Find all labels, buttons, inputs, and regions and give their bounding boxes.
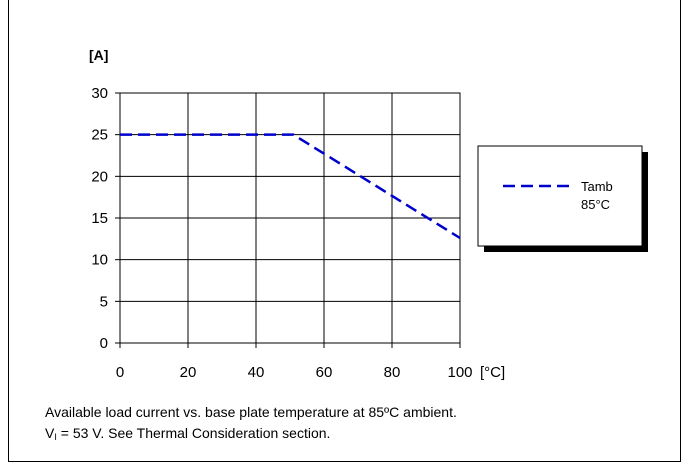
x-tick-label: 60 (316, 364, 333, 381)
y-axis-unit: [A] (89, 47, 108, 63)
y-tick-label: 10 (91, 252, 108, 269)
y-tick-label: 25 (91, 127, 108, 144)
x-tick-label: 80 (384, 364, 401, 381)
y-axis: 0 5 10 15 20 25 30 (91, 85, 120, 352)
caption-line-2: VI = 53 V. See Thermal Consideration sec… (45, 423, 665, 448)
y-tick-label: 15 (91, 210, 108, 227)
legend-box (477, 145, 643, 247)
grid (119, 92, 461, 344)
series-group (120, 133, 461, 240)
x-tick-label: 40 (248, 364, 265, 381)
x-tick-label: 0 (116, 364, 124, 381)
y-tick-label: 5 (100, 293, 108, 310)
y-tick-label: 30 (91, 85, 108, 102)
chart: 0 5 10 15 20 25 30 0 20 40 60 80 100 [A] [°C] Tamb … (89, 47, 648, 381)
caption-voltage-subscript: I (54, 432, 57, 442)
caption-line-2-text: = 53 V. See Thermal Consideration sectio… (56, 425, 331, 441)
y-tick-label: 0 (100, 335, 108, 352)
y-tick-label: 20 (91, 168, 108, 185)
x-tick-label: 100 (447, 364, 472, 381)
legend-label-line2: 85°C (581, 197, 610, 212)
legend-label-line1: Tamb (581, 179, 613, 194)
series-line (120, 133, 461, 240)
x-axis: 0 20 40 60 80 100 (116, 343, 473, 381)
caption-line-1: Available load current vs. base plate te… (45, 404, 457, 420)
x-axis-unit: [°C] (480, 364, 505, 381)
x-tick-label: 20 (180, 364, 197, 381)
legend: Tamb 85°C (477, 145, 648, 252)
caption-voltage-symbol: V (45, 425, 55, 441)
figure-caption: Available load current vs. base plate te… (45, 402, 665, 448)
